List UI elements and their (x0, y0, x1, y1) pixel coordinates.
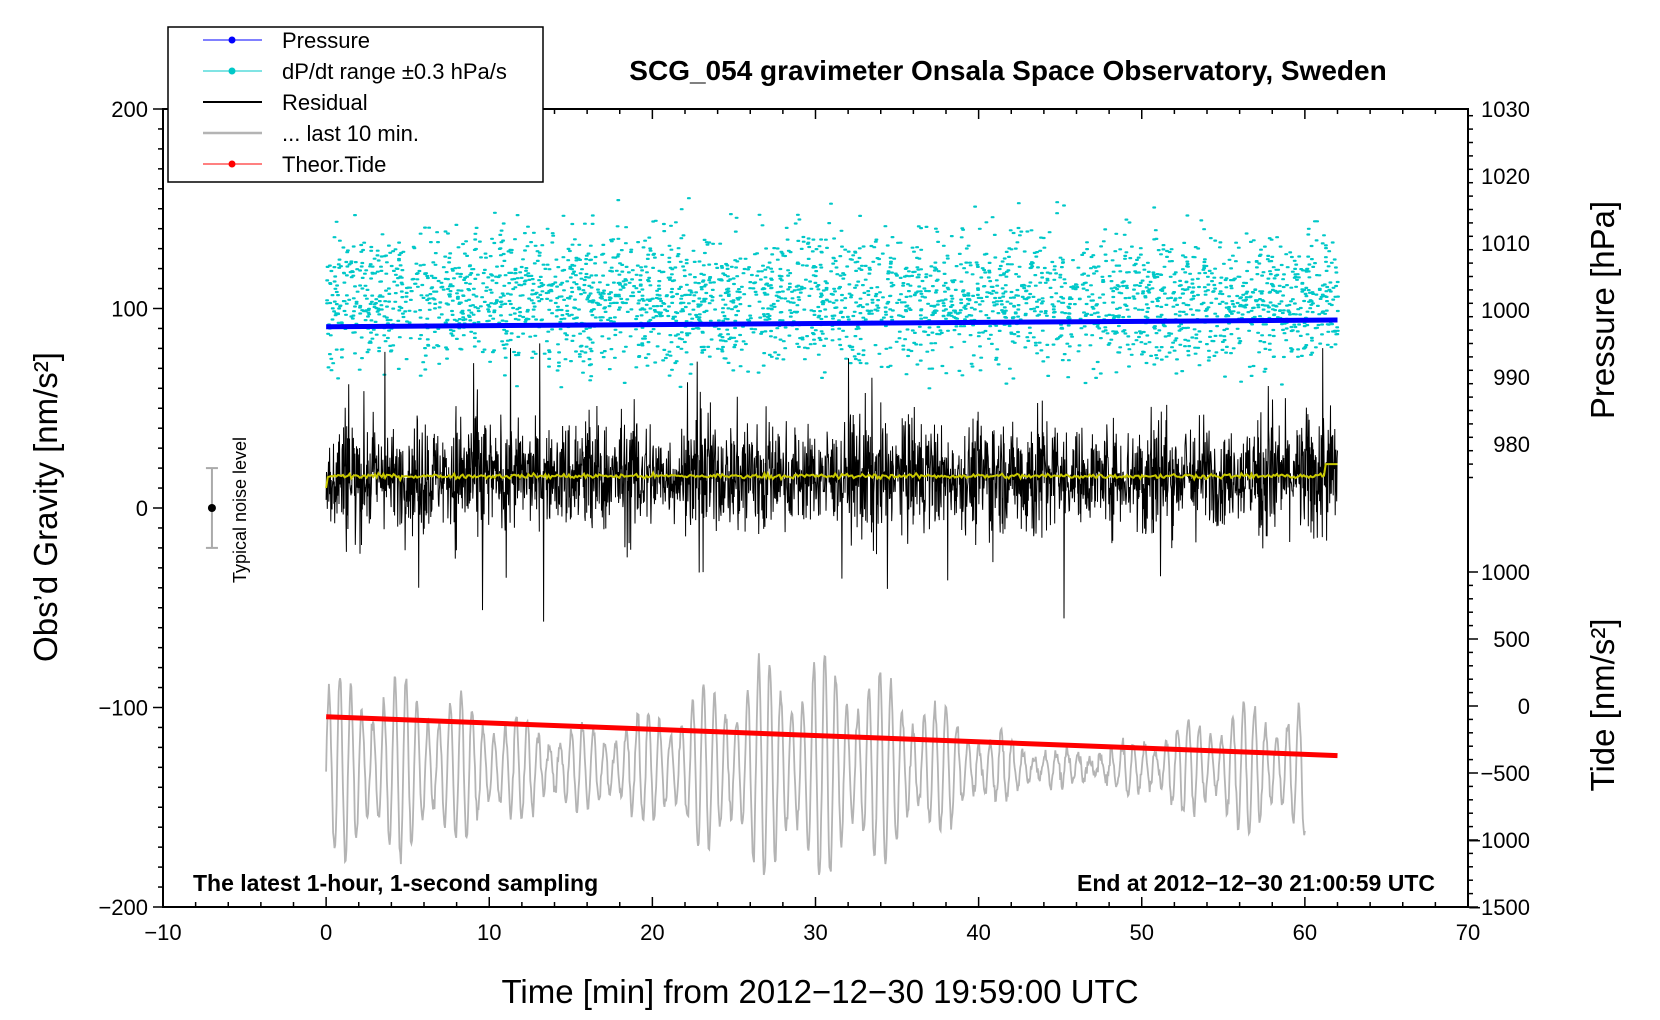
y-axis-label-left: Obs’d Gravity [nm/s²] (27, 352, 64, 662)
x-axis-label: Time [min] from 2012−12−30 19:59:00 UTC (501, 973, 1138, 1010)
legend-box (167, 26, 544, 183)
tide-series-line (326, 714, 1338, 759)
legend-label: Theor.Tide (282, 152, 386, 177)
y-tick-label-tide: 0 (1518, 694, 1530, 719)
residual-series-line (325, 343, 1338, 622)
noise-bar-dot (207, 504, 216, 512)
bottom-right-note: End at 2012−12−30 21:00:59 UTC (1077, 870, 1435, 896)
y-tick-label-left: 100 (111, 297, 148, 322)
legend-marker (228, 36, 236, 44)
y-tick-label-pressure: 1010 (1481, 231, 1530, 256)
y-tick-label-pressure: 1030 (1481, 97, 1530, 122)
y-axis-label-left-text: Obs’d Gravity [nm/s²] (27, 352, 64, 662)
y-axis-label-tide: Tide [nm/s²] (1584, 619, 1621, 792)
y-tick-label-left: −200 (98, 895, 148, 920)
y-axis-label-pressure: Pressure [hPa] (1584, 201, 1621, 419)
x-tick-label: 10 (477, 920, 501, 945)
x-tick-label: 0 (320, 920, 332, 945)
noise-level-indicator (205, 467, 218, 549)
x-tick-label: 40 (966, 920, 990, 945)
x-tick-label: 50 (1130, 920, 1154, 945)
x-tick-label: −10 (144, 920, 181, 945)
residual-mean-line (325, 463, 1338, 489)
x-tick-label: 30 (803, 920, 827, 945)
legend-label: Pressure (282, 28, 370, 53)
y-tick-label-tide: −500 (1480, 761, 1530, 786)
legend-label: dP/dt range ±0.3 hPa/s (282, 59, 507, 84)
noise-level-label: Typical noise level (230, 437, 250, 583)
y-tick-label-left: 0 (136, 496, 148, 521)
y-tick-label-tide: 1000 (1481, 560, 1530, 585)
y-tick-label-pressure: 1000 (1481, 298, 1530, 323)
x-tick-label: 60 (1293, 920, 1317, 945)
y-tick-label-pressure: 1020 (1481, 164, 1530, 189)
legend-marker (228, 67, 236, 75)
dpdt-scatter (325, 197, 1340, 390)
y-tick-label-tide: 500 (1493, 627, 1530, 652)
y-tick-label-tide: −1500 (1468, 895, 1530, 920)
data-layer (325, 197, 1340, 876)
ticks-layer: −10 0 10 20 30 40 50 60 702001000−100−2001030102… (98, 97, 1530, 945)
legend-marker (228, 160, 236, 168)
y-tick-label-left: −100 (98, 696, 148, 721)
y-tick-label-left: 200 (111, 97, 148, 122)
pressure-series-line (326, 317, 1338, 330)
x-tick-label: 70 (1456, 920, 1480, 945)
legend: Pressure dP/dt range ±0.3 hPa/s Residual..… (167, 26, 544, 183)
bottom-left-note: The latest 1-hour, 1-second sampling (193, 870, 598, 896)
last-10-min-line (325, 653, 1306, 876)
legend-label: ... last 10 min. (282, 121, 419, 146)
y-tick-label-pressure: 980 (1493, 432, 1530, 457)
x-tick-label: 20 (640, 920, 664, 945)
y-tick-label-pressure: 990 (1493, 365, 1530, 390)
legend-label: Residual (282, 90, 368, 115)
chart-title: SCG_054 gravimeter Onsala Space Observat… (629, 55, 1386, 86)
y-tick-label-tide: −1000 (1468, 828, 1530, 853)
